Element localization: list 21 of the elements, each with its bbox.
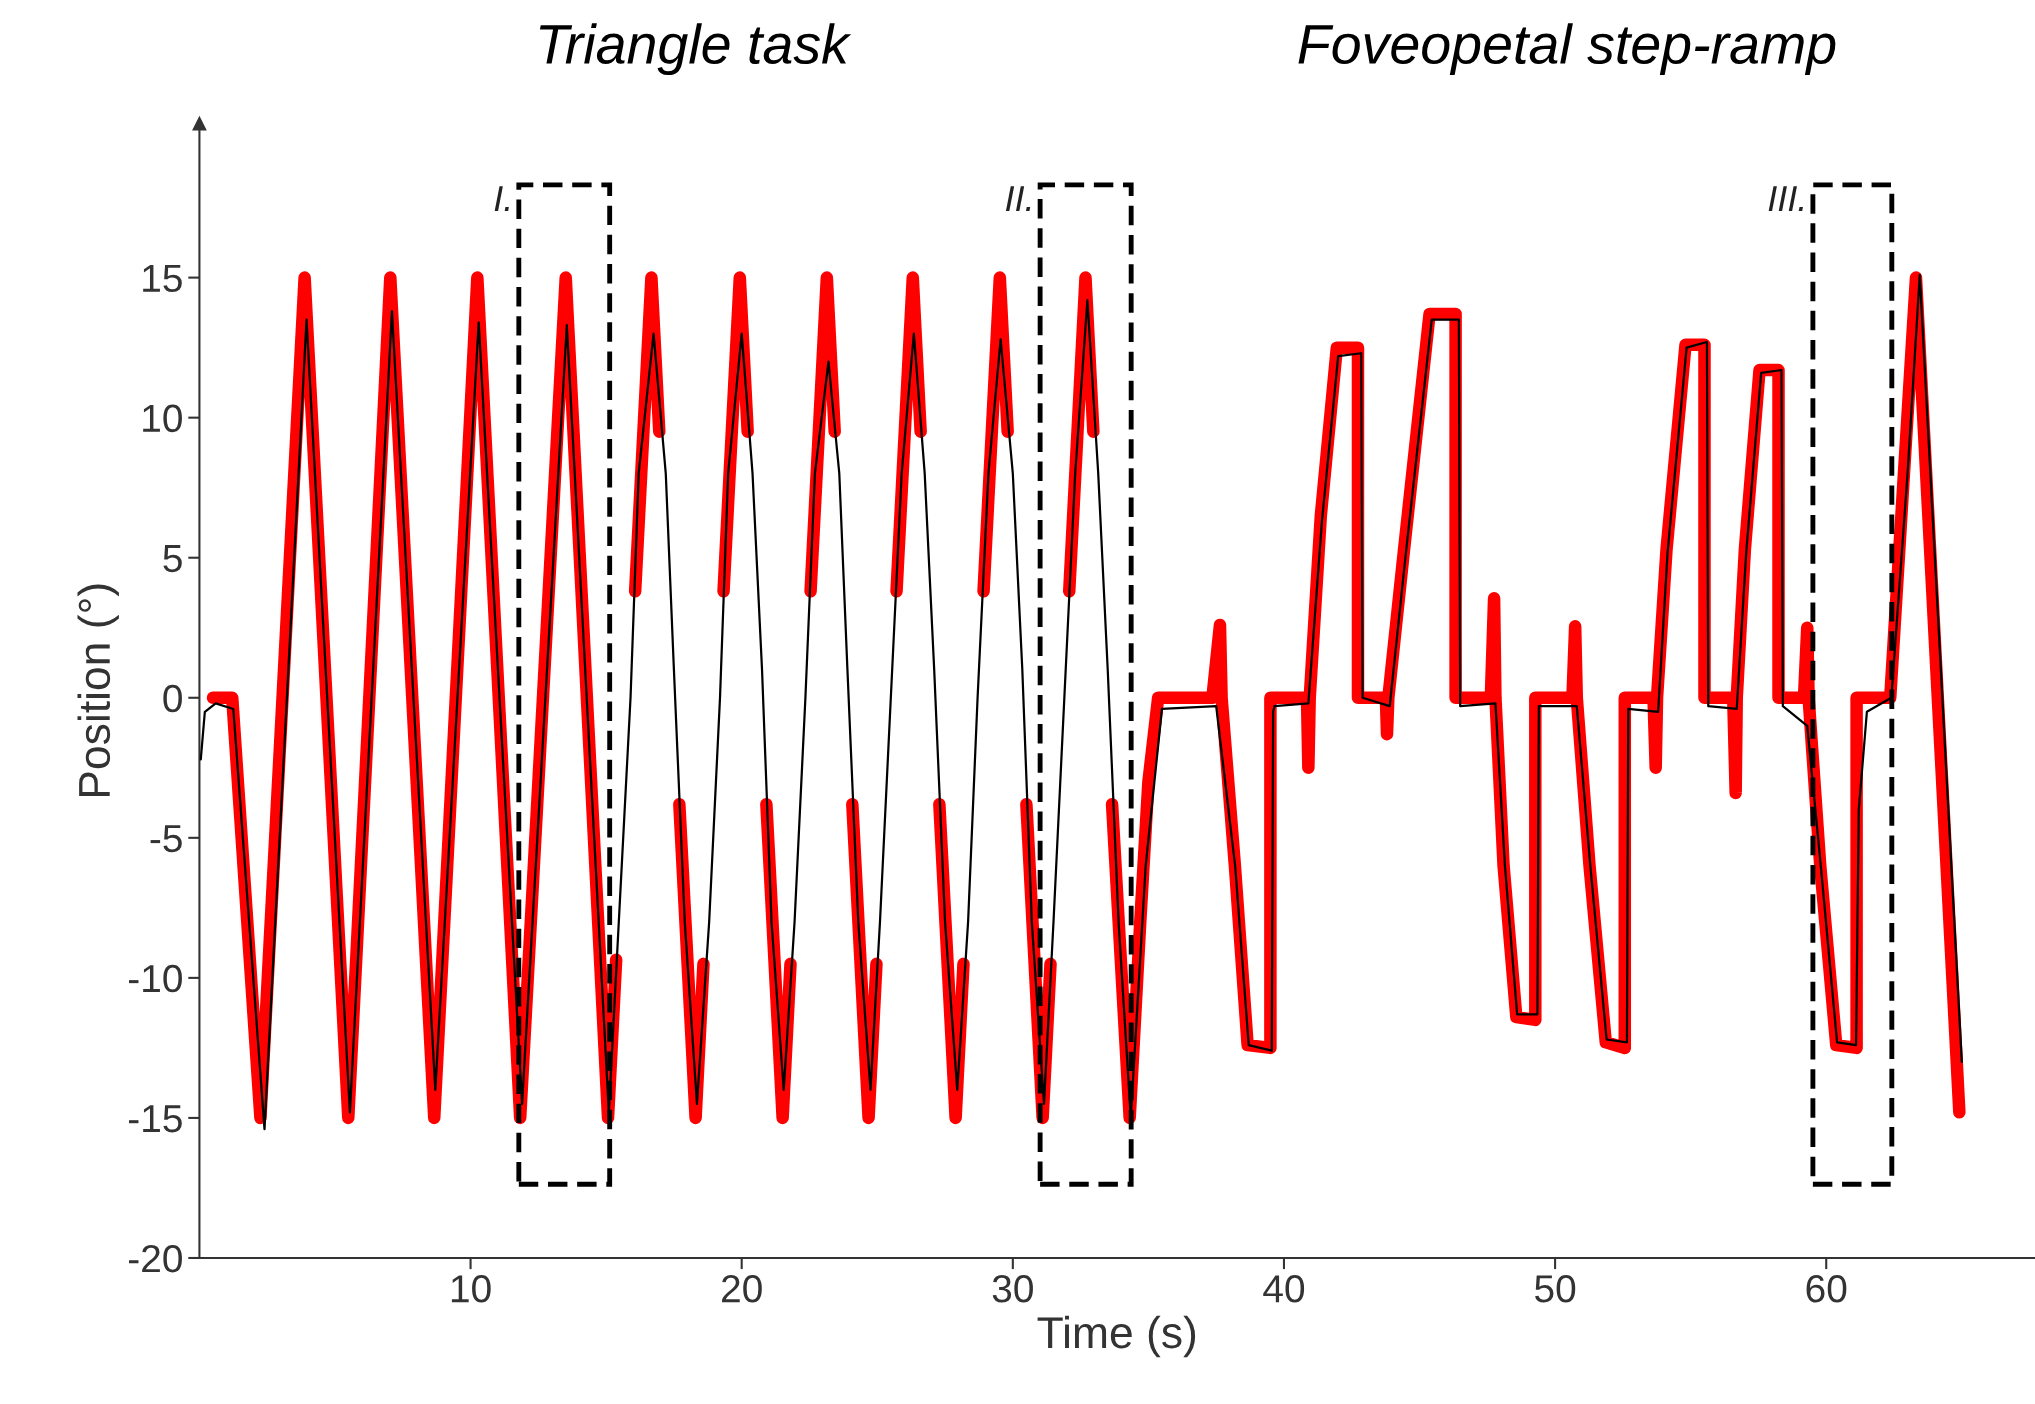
- annotation: II.: [1005, 186, 1031, 211]
- x-tick-label: 60: [1806, 1274, 1847, 1303]
- x-tick-label: 10: [451, 1274, 491, 1303]
- y-tick-label: -20: [128, 1244, 182, 1273]
- y-tick-label: 15: [143, 264, 182, 293]
- x-tick-label: 30: [992, 1274, 1033, 1303]
- y-tick-label: 0: [163, 684, 182, 713]
- y-tick-label: -10: [128, 964, 182, 993]
- x-axis-title: Time (s): [1037, 1315, 1196, 1358]
- y-tick-label: 10: [143, 404, 182, 433]
- x-tick-label: 40: [1263, 1274, 1305, 1303]
- text: Foveopetal step-ramp: [1298, 23, 1836, 76]
- y-tick-label: 5: [163, 545, 182, 573]
- annotation: III.: [1768, 186, 1803, 211]
- x-tick-label: 20: [722, 1274, 762, 1303]
- y-tick-label: -5: [150, 825, 182, 853]
- annotation: I.: [494, 186, 509, 211]
- y-tick-label: -15: [128, 1105, 182, 1133]
- text: Triangle task: [539, 23, 852, 76]
- y-axis-title: Position (°): [77, 584, 119, 797]
- x-tick-label: 50: [1535, 1274, 1576, 1303]
